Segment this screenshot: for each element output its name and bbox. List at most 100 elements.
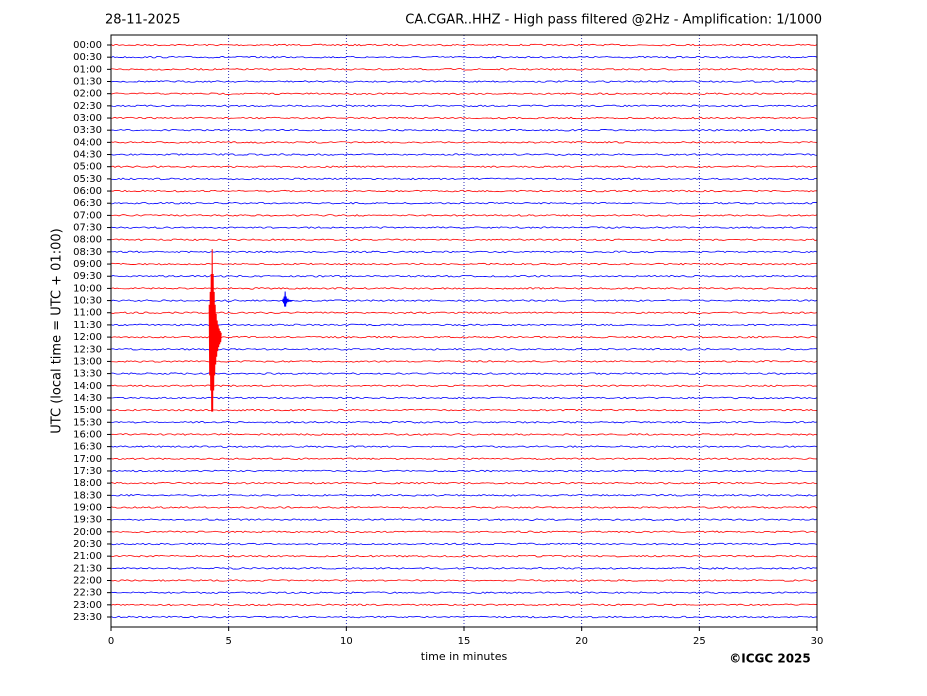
- y-tick-label: 06:30: [73, 198, 102, 209]
- trace: [110, 372, 818, 375]
- trace: [110, 347, 818, 351]
- trace: [110, 421, 818, 424]
- trace: [110, 55, 818, 59]
- y-tick-label: 01:00: [73, 64, 102, 75]
- y-tick-label: 01:30: [73, 77, 102, 88]
- trace: [110, 153, 818, 156]
- trace: [110, 80, 818, 83]
- y-tick-label: 09:00: [73, 259, 102, 270]
- y-tick-label: 03:00: [73, 113, 102, 124]
- y-tick-label: 19:30: [73, 515, 102, 526]
- y-tick-label: 15:00: [73, 405, 102, 416]
- y-tick-label: 14:30: [73, 393, 102, 404]
- trace: [110, 43, 818, 47]
- x-tick-label: 10: [340, 636, 353, 647]
- y-tick-label: 13:00: [73, 356, 102, 367]
- trace: [110, 481, 818, 485]
- credit: ©ICGC 2025: [729, 652, 811, 666]
- y-tick-label: 10:30: [73, 296, 102, 307]
- trace: [110, 141, 818, 144]
- y-tick-label: 04:30: [73, 150, 102, 161]
- trace: [110, 177, 818, 181]
- trace: [110, 506, 818, 509]
- trace: [110, 274, 818, 278]
- y-tick-label: 21:30: [73, 563, 102, 574]
- x-tick-label: 30: [811, 636, 824, 647]
- y-tick-label: 11:30: [73, 320, 102, 331]
- y-tick-label: 05:30: [73, 174, 102, 185]
- y-tick-label: 08:30: [73, 247, 102, 258]
- y-axis-label: UTC (local time = UTC + 01:00): [50, 228, 65, 433]
- date: 28-11-2025: [105, 13, 181, 28]
- x-tick-label: 25: [693, 636, 706, 647]
- y-tick-label: 11:00: [73, 308, 102, 319]
- y-tick-label: 23:30: [73, 612, 102, 623]
- trace: [110, 469, 818, 473]
- x-tick-label: 5: [225, 636, 231, 647]
- x-tick-label: 0: [108, 636, 114, 647]
- y-tick-label: 04:00: [73, 137, 102, 148]
- x-tick-label: 15: [458, 636, 471, 647]
- trace: [110, 214, 818, 217]
- trace: [110, 311, 818, 314]
- y-tick-label: 17:30: [73, 466, 102, 477]
- event: [282, 291, 293, 307]
- y-tick-label: 12:30: [73, 344, 102, 355]
- trace: [110, 530, 818, 534]
- y-tick-label: 18:00: [73, 478, 102, 489]
- trace: [110, 323, 818, 327]
- trace: [110, 408, 818, 412]
- y-tick-label: 16:00: [73, 429, 102, 440]
- y-tick-label: 23:00: [73, 600, 102, 611]
- trace: [110, 287, 818, 290]
- trace: [110, 433, 818, 436]
- trace: [110, 445, 818, 448]
- y-tick-label: 00:30: [73, 52, 102, 63]
- trace: [110, 189, 818, 193]
- y-tick-label: 22:00: [73, 575, 102, 586]
- x-axis-label: time in minutes: [421, 650, 508, 663]
- x-tick-label: 20: [575, 636, 588, 647]
- plot-frame: [110, 34, 818, 628]
- trace: [110, 128, 818, 132]
- y-tick-label: 02:00: [73, 89, 102, 100]
- event: [208, 249, 222, 412]
- trace: [110, 92, 818, 95]
- y-tick-label: 09:30: [73, 271, 102, 282]
- y-tick-label: 05:00: [73, 162, 102, 173]
- trace: [110, 360, 818, 363]
- trace: [110, 567, 818, 570]
- trace: [110, 542, 818, 546]
- trace: [110, 299, 818, 302]
- trace: [110, 579, 818, 582]
- trace: [110, 554, 818, 558]
- y-tick-label: 21:00: [73, 551, 102, 562]
- trace: [110, 68, 818, 71]
- y-tick-label: 15:30: [73, 417, 102, 428]
- trace: [110, 250, 818, 254]
- trace: [110, 335, 818, 339]
- trace: [110, 238, 818, 241]
- trace: [110, 165, 818, 168]
- y-tick-label: 08:00: [73, 235, 102, 246]
- y-tick-label: 07:00: [73, 210, 102, 221]
- trace: [110, 226, 818, 229]
- y-tick-label: 06:00: [73, 186, 102, 197]
- y-tick-label: 22:30: [73, 588, 102, 599]
- y-tick-label: 19:00: [73, 502, 102, 513]
- y-tick-label: 12:00: [73, 332, 102, 343]
- y-tick-label: 02:30: [73, 101, 102, 112]
- trace: [110, 615, 818, 619]
- trace: [110, 262, 818, 266]
- trace: [110, 384, 818, 388]
- trace: [110, 116, 818, 120]
- y-tick-label: 18:30: [73, 490, 102, 501]
- chart-title: CA.CGAR..HHZ - High pass filtered @2Hz -…: [405, 13, 822, 28]
- y-tick-label: 13:30: [73, 369, 102, 380]
- trace: [110, 104, 818, 108]
- trace: [110, 494, 818, 497]
- trace: [110, 457, 818, 461]
- trace: [110, 201, 818, 205]
- trace: [110, 518, 818, 521]
